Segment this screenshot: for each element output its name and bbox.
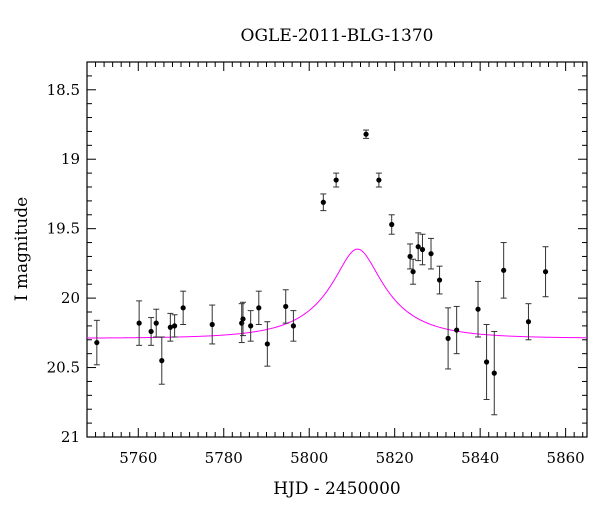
point-marker [240,316,246,322]
data-point [415,232,422,262]
x-tick-label: 5760 [119,449,157,467]
y-axis-label: I magnitude [12,197,32,301]
data-point [453,305,460,355]
y-tick-label: 20 [61,289,80,307]
point-marker [419,246,426,253]
point-marker [209,321,215,328]
y-tick-label: 19.5 [47,220,80,238]
point-marker [445,335,451,341]
point-marker [172,323,178,329]
data-point [238,303,245,344]
point-marker [363,131,369,137]
point-marker [333,177,339,183]
point-marker [389,221,395,228]
x-tick-label: 5840 [461,449,499,467]
y-tick-label: 19 [61,150,80,168]
point-marker [148,328,154,335]
data-point [428,237,435,270]
data-point [500,242,507,299]
data-point [475,280,482,338]
data-point [542,246,549,298]
data-points [93,129,549,416]
point-marker [283,303,289,310]
point-marker [410,269,416,275]
point-marker [320,199,326,205]
point-marker [454,327,460,333]
point-marker [376,177,382,183]
data-point [410,258,417,285]
data-point [239,301,246,337]
data-point [136,300,143,346]
point-marker [525,319,532,325]
data-point [333,172,340,188]
point-marker [407,253,413,260]
data-point [167,312,174,342]
y-tick-label: 18.5 [47,81,80,99]
chart-title: OGLE-2011-BLG-1370 [241,26,434,46]
data-point [209,304,216,345]
data-point [436,265,443,295]
y-tick-label: 20.5 [47,359,80,377]
x-axis-label: HJD - 2450000 [273,479,401,499]
data-point [388,214,395,235]
x-tick-label: 5820 [376,449,414,467]
data-point [320,193,327,212]
data-point [282,289,289,324]
model-curve [87,248,587,339]
axis-ticks [86,61,587,438]
data-point [153,308,160,338]
point-marker [94,339,100,346]
data-point [445,307,452,370]
data-point [419,233,426,266]
data-point [290,310,297,342]
data-point [93,319,100,366]
data-point [363,129,370,139]
data-point [247,310,254,342]
point-marker [542,269,549,275]
point-marker [256,305,262,311]
y-tick-label: 21 [61,428,80,446]
data-point [407,243,414,270]
point-marker [248,323,254,329]
point-marker [167,324,173,330]
point-marker [501,267,507,273]
data-point [375,172,382,188]
data-point [180,290,187,325]
data-point [264,321,271,367]
x-tick-label: 5860 [547,449,585,467]
point-marker [159,358,165,364]
point-marker [436,277,443,283]
point-marker [290,323,297,329]
point-marker [153,320,159,326]
point-marker [483,359,490,365]
x-tick-label: 5800 [290,449,328,467]
point-marker [415,244,421,250]
data-point [483,324,490,400]
data-point [171,314,178,338]
x-tick-label: 5780 [205,449,243,467]
point-marker [264,341,270,347]
data-point [158,336,165,385]
point-marker [475,306,481,312]
axis-tick-labels: 5760 5780 5800 5820 5840 5860 18.5 19 19.5 20 20.5… [47,81,585,467]
data-point [255,290,262,325]
plot-frame [86,61,588,438]
point-marker [491,370,497,376]
data-point [525,303,532,341]
data-point [148,317,155,346]
point-marker [428,251,434,257]
point-marker [180,305,186,311]
point-marker [136,320,142,326]
data-point [491,330,498,416]
